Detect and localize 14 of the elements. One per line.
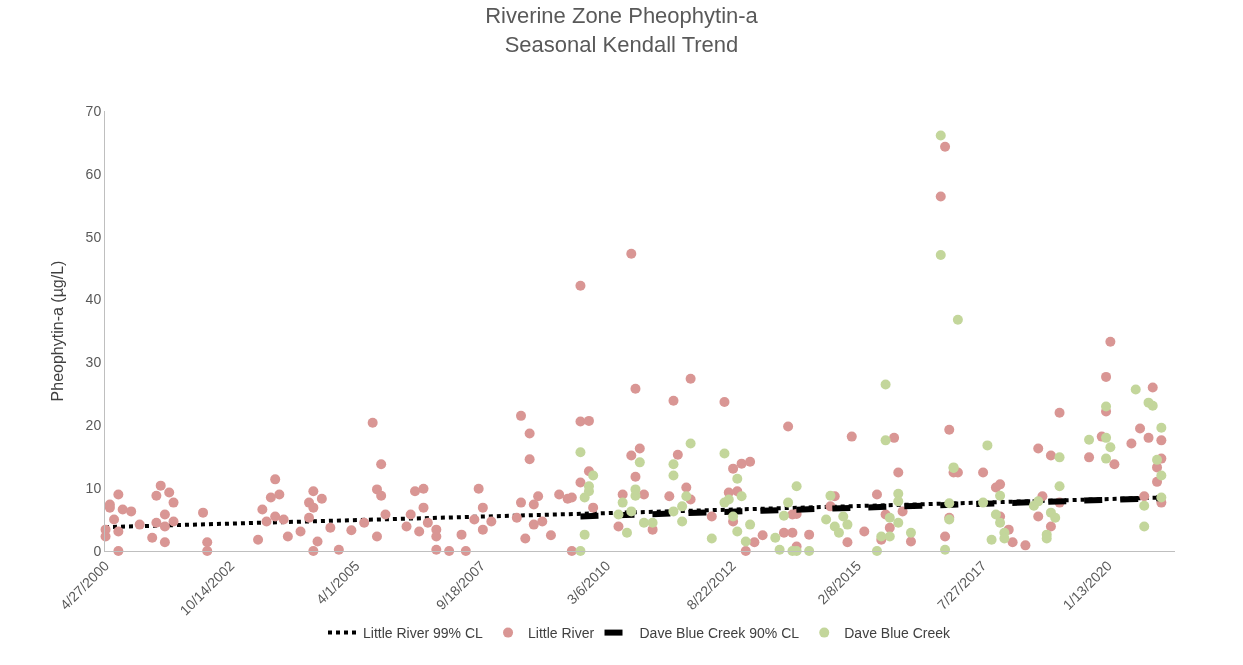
y-tick-label: 50: [85, 228, 102, 245]
legend-label: Little River: [528, 625, 595, 642]
y-tick-label: 20: [85, 417, 102, 434]
y-axis-title: Pheophytin-a (µg/L): [49, 260, 66, 402]
y-tick-label: 70: [85, 102, 102, 119]
legend-label: Dave Blue Creek 90% CL: [639, 625, 800, 642]
y-tick-label: 30: [85, 354, 102, 371]
y-tick-label: 0: [93, 542, 102, 559]
legend-label: Little River 99% CL: [363, 625, 484, 642]
y-tick-label: 10: [85, 480, 102, 497]
legend-label: Dave Blue Creek: [844, 625, 952, 642]
y-tick-label: 40: [85, 291, 102, 308]
y-tick-label: 60: [85, 165, 102, 182]
chart-title: Riverine Zone Pheophytin-a Seasonal Kendall Trend: [485, 3, 759, 57]
